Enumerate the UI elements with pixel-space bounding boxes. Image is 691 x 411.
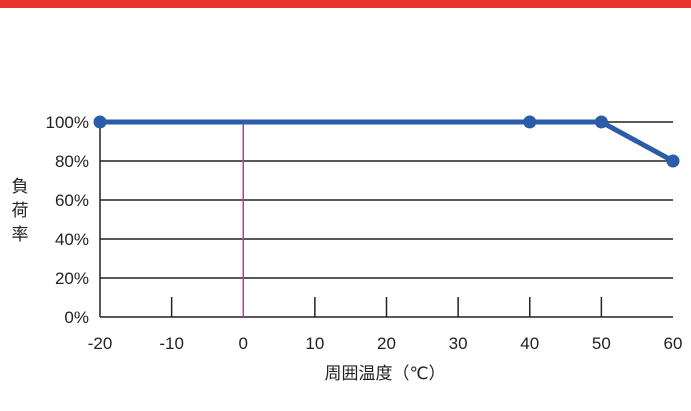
x-tick-label-30: 30 — [449, 334, 468, 353]
top-accent-bar — [0, 0, 691, 8]
x-axis-tick-labels: -20 -10 0 10 20 30 40 50 60 — [88, 334, 683, 353]
grid-lines — [99, 121, 673, 318]
y-tick-label-40: 40% — [55, 230, 89, 249]
x-tick-label--10: -10 — [159, 334, 184, 353]
x-tick-label-40: 40 — [520, 334, 539, 353]
x-tick-label-60: 60 — [664, 334, 683, 353]
series-line — [100, 119, 675, 164]
data-point--20 — [93, 115, 107, 129]
x-tick-label-0: 0 — [239, 334, 248, 353]
x-tick-label-10: 10 — [305, 334, 324, 353]
data-point-40 — [523, 115, 537, 129]
data-point-50 — [594, 115, 608, 129]
x-tick-label-20: 20 — [377, 334, 396, 353]
y-tick-label-60: 60% — [55, 191, 89, 210]
x-tick-label--20: -20 — [88, 334, 113, 353]
y-axis-tick-labels: 0% 20% 40% 60% 80% 100% — [46, 113, 89, 327]
x-tick-label-50: 50 — [592, 334, 611, 353]
x-axis-label: 周囲温度（℃） — [324, 364, 445, 384]
y-tick-label-100: 100% — [46, 113, 89, 132]
y-tick-label-0: 0% — [64, 308, 89, 327]
series-load-rate — [93, 115, 680, 168]
data-point-60 — [666, 154, 680, 168]
x-axis-ticks — [170, 297, 603, 317]
y-tick-label-80: 80% — [55, 152, 89, 171]
y-axis-label: 負荷率 — [12, 177, 29, 245]
y-tick-label-20: 20% — [55, 269, 89, 288]
